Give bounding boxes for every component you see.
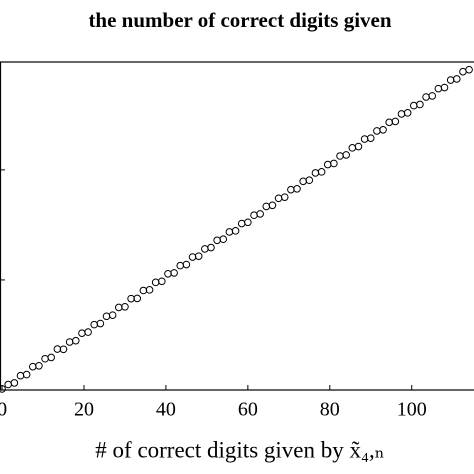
point: [244, 218, 252, 227]
point: [446, 76, 455, 84]
point: [403, 109, 412, 117]
point: [465, 65, 473, 74]
x-tick-label: 0: [0, 399, 7, 421]
point: [280, 193, 289, 201]
point: [250, 211, 258, 220]
point: [452, 75, 461, 83]
point: [385, 118, 393, 127]
point: [188, 253, 197, 261]
point: [459, 67, 467, 76]
point: [28, 362, 37, 371]
point: [139, 286, 148, 295]
chart-title: the number of correct digits given: [88, 8, 391, 32]
point: [428, 92, 437, 100]
point: [397, 110, 406, 118]
x-tick-label: 40: [156, 399, 176, 421]
point: [440, 83, 449, 92]
point: [151, 278, 160, 287]
point: [391, 117, 400, 126]
point: [256, 210, 264, 218]
point: [409, 101, 418, 110]
point: [287, 185, 295, 194]
x-axis-label: # of correct digits given by x̃₄,ₙ: [95, 437, 384, 462]
point: [379, 126, 387, 134]
point: [299, 177, 307, 186]
point: [78, 329, 86, 338]
point: [219, 235, 228, 244]
point: [121, 302, 129, 311]
point: [305, 176, 314, 185]
point: [237, 219, 246, 228]
point: [115, 303, 123, 312]
plot-frame: [0, 61, 474, 391]
point: [145, 286, 154, 294]
point: [201, 245, 209, 253]
point: [71, 336, 80, 345]
x-tick-label: 60: [238, 399, 258, 421]
point: [84, 328, 92, 336]
point: [231, 227, 240, 235]
point: [342, 151, 350, 159]
point: [53, 345, 62, 353]
point: [90, 320, 99, 329]
point: [4, 380, 12, 389]
point: [96, 319, 105, 328]
point: [35, 361, 43, 370]
point: [274, 194, 283, 203]
point: [133, 294, 142, 303]
point: [317, 168, 326, 176]
point: [194, 252, 203, 260]
point: [10, 379, 19, 387]
point: [311, 169, 320, 177]
point: [102, 312, 111, 321]
point: [366, 134, 375, 142]
point: [59, 345, 68, 354]
x-tick-label: 100: [397, 399, 427, 421]
point: [360, 135, 369, 143]
point: [416, 100, 424, 109]
point: [293, 184, 301, 193]
point: [41, 354, 49, 363]
point: [354, 142, 363, 151]
point: [434, 84, 443, 93]
point: [225, 228, 234, 236]
x-tick-label: 80: [320, 399, 340, 421]
point: [16, 371, 25, 380]
point: [65, 338, 74, 346]
point: [373, 127, 381, 135]
point: [262, 202, 271, 211]
point: [182, 260, 191, 269]
point: [176, 261, 185, 270]
x-tick-label: 20: [74, 399, 94, 421]
point: [422, 93, 430, 101]
point: [22, 370, 31, 379]
point: [170, 269, 178, 277]
point: [348, 144, 357, 152]
point: [47, 353, 56, 362]
point: [213, 236, 221, 245]
point: [0, 385, 6, 393]
point: [127, 294, 135, 303]
point: [268, 201, 277, 210]
point: [108, 311, 117, 319]
point: [323, 160, 332, 169]
point: [158, 277, 166, 286]
point: [336, 152, 344, 160]
point: [207, 243, 215, 252]
point: [330, 159, 338, 168]
point: [164, 269, 172, 278]
